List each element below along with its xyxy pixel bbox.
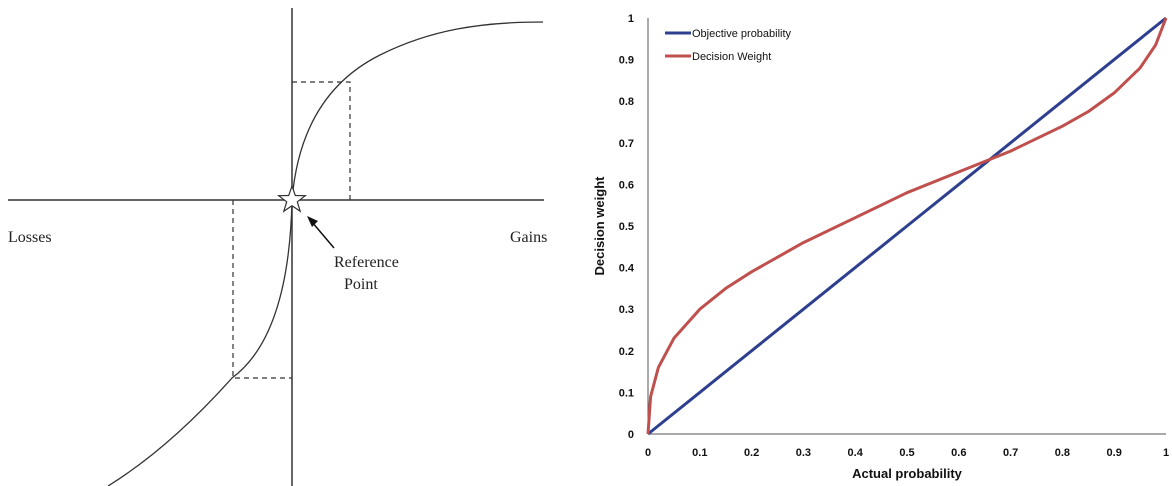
x-tick-label: 0.1 bbox=[692, 447, 707, 459]
y-tick-label: 0.3 bbox=[619, 304, 634, 316]
y-tick-label: 0.9 bbox=[619, 55, 634, 67]
x-tick-label: 0.2 bbox=[744, 447, 759, 459]
x-tick-label: 0.9 bbox=[1107, 447, 1122, 459]
weighting-chart: 0 0.1 0.2 0.3 0.4 0.5 0.6 0.7 0.8 0.9 1 0 0.1 0.2 0.3… bbox=[592, 13, 1169, 481]
y-tick-label: 0.4 bbox=[619, 263, 635, 275]
reference-label-line2: Point bbox=[344, 276, 378, 293]
y-tick-labels: 0 0.1 0.2 0.3 0.4 0.5 0.6 0.7 0.8 0.9 1 bbox=[619, 13, 635, 441]
reference-arrow bbox=[311, 221, 335, 249]
y-tick-label: 0.6 bbox=[619, 179, 634, 191]
x-tick-labels: 0 0.1 0.2 0.3 0.4 0.5 0.6 0.7 0.8 0.9 1 bbox=[645, 447, 1169, 459]
gains-label: Gains bbox=[510, 229, 547, 246]
x-axis-title: Actual probability bbox=[852, 466, 963, 481]
y-tick-label: 0 bbox=[628, 429, 634, 441]
arrow-head-icon bbox=[307, 216, 318, 227]
x-tick-label: 0.6 bbox=[951, 447, 966, 459]
y-tick-label: 0.2 bbox=[619, 346, 634, 358]
x-tick-label: 1 bbox=[1163, 447, 1169, 459]
y-tick-label: 0.1 bbox=[619, 387, 634, 399]
value-curve-losses bbox=[107, 199, 293, 486]
losses-dashed-guide bbox=[232, 200, 292, 379]
y-tick-label: 0.8 bbox=[619, 96, 634, 108]
x-tick-label: 0.5 bbox=[899, 447, 914, 459]
series-line-0 bbox=[647, 16, 1167, 436]
x-tick-label: 0.3 bbox=[796, 447, 811, 459]
x-tick-label: 0.8 bbox=[1055, 447, 1070, 459]
value-function-diagram: Losses Gains Reference Point bbox=[8, 8, 547, 486]
series-line-1 bbox=[646, 17, 1168, 435]
gains-dashed-guide bbox=[292, 81, 351, 200]
reference-point-star-icon bbox=[276, 184, 308, 213]
y-tick-label: 0.5 bbox=[619, 221, 634, 233]
losses-label: Losses bbox=[8, 229, 52, 246]
value-curve-gains bbox=[291, 21, 544, 201]
y-tick-label: 0.7 bbox=[619, 138, 634, 150]
series-lines bbox=[646, 16, 1168, 436]
reference-label-line1: Reference bbox=[334, 254, 399, 271]
x-tick-label: 0 bbox=[645, 447, 651, 459]
x-tick-label: 0.4 bbox=[848, 447, 864, 459]
legend-label-decision-weight: Decision Weight bbox=[692, 51, 771, 63]
x-tick-label: 0.7 bbox=[1003, 447, 1018, 459]
legend-label-objective: Objective probability bbox=[692, 28, 792, 40]
legend: Objective probability Decision Weight bbox=[665, 28, 792, 63]
y-axis-title: Decision weight bbox=[592, 176, 607, 276]
y-tick-label: 1 bbox=[628, 13, 634, 25]
